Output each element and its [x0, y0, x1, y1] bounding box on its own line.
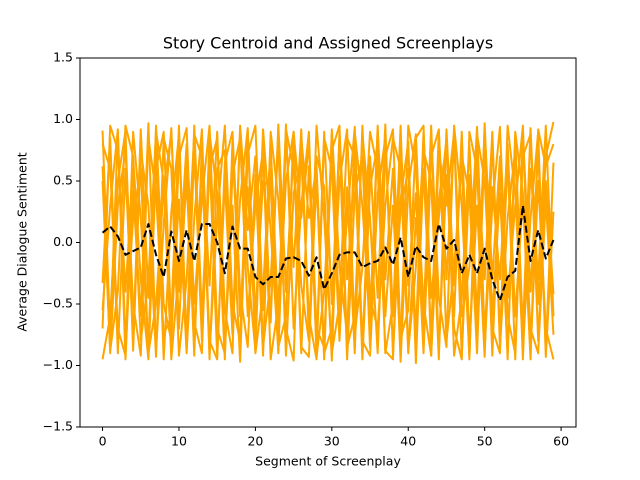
y-tick-label: 1.5	[53, 50, 73, 65]
x-tick-label: 60	[553, 434, 569, 449]
series-line	[101, 124, 555, 361]
series-line	[101, 124, 555, 361]
x-tick-label: 0	[99, 434, 107, 449]
y-tick-label: −1.0	[43, 357, 73, 372]
y-tick-label: −1.5	[43, 419, 73, 434]
y-tick-label: 0.5	[53, 173, 73, 188]
x-tick-label: 50	[477, 434, 493, 449]
series-line	[101, 204, 555, 302]
chart-title: Story Centroid and Assigned Screenplays	[163, 34, 493, 53]
x-tick-label: 40	[400, 434, 416, 449]
x-axis-label: Segment of Screenplay	[255, 454, 401, 469]
y-tick-label: 0.0	[53, 234, 73, 249]
y-tick-label: −0.5	[43, 296, 73, 311]
x-tick-label: 20	[247, 434, 263, 449]
y-tick-label: 1.0	[53, 111, 73, 126]
x-tick-label: 30	[324, 434, 340, 449]
x-tick-label: 10	[171, 434, 187, 449]
y-axis-label: Average Dialogue Sentiment	[15, 152, 30, 331]
